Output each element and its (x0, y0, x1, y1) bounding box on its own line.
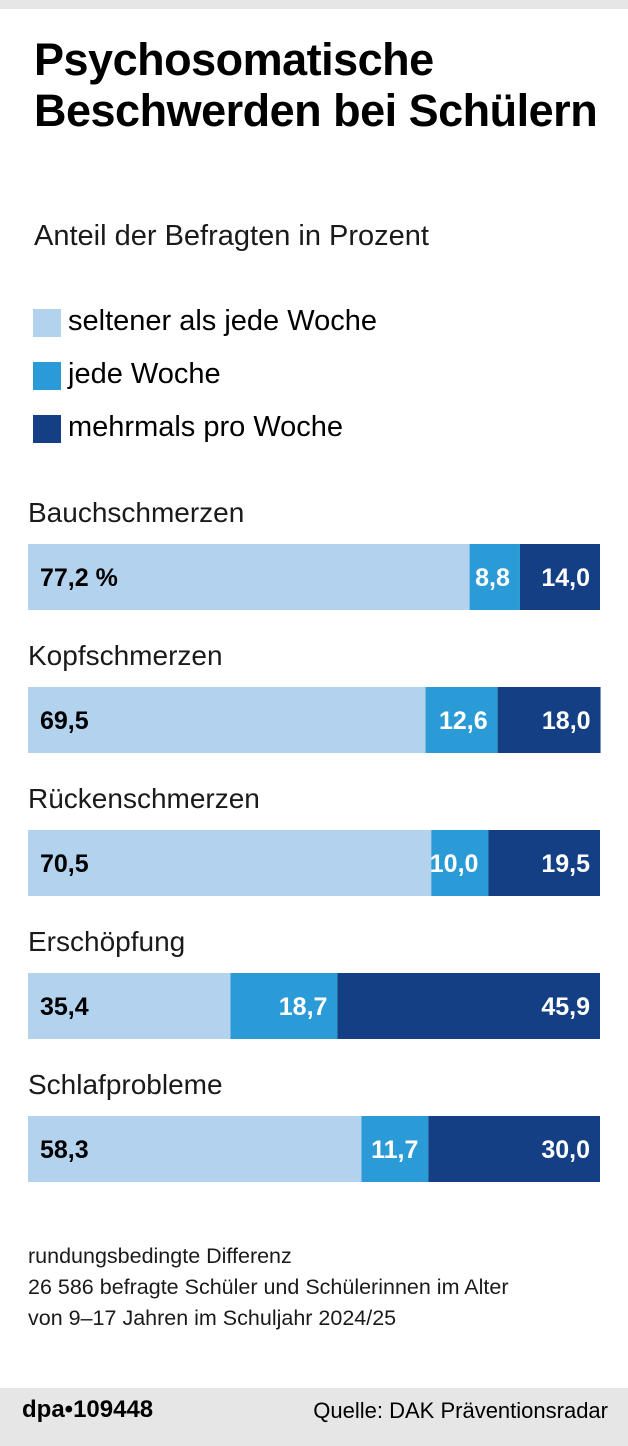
legend-swatch-jede-woche (33, 361, 61, 390)
value-label-rueckenschmerzen-seltener: 70,5 (40, 850, 89, 878)
value-label-bauchschmerzen-jede-woche: 8,8 (475, 564, 510, 592)
value-label-schlafprobleme-jede-woche: 11,7 (371, 1136, 418, 1164)
bar-segment-kopfschmerzen-mehrmals (497, 687, 601, 753)
bar-segment-bauchschmerzen-seltener (28, 544, 470, 610)
legend-swatch-mehrmals (33, 414, 61, 443)
value-label-schlafprobleme-mehrmals: 30,0 (541, 1136, 590, 1164)
bar-segment-erschoepfung-mehrmals (337, 973, 600, 1039)
bar-segment-erschoepfung-jede-woche (230, 973, 338, 1039)
footer-bar: dpa•109448 Quelle: DAK Präventionsradar (0, 1388, 628, 1446)
legend-label-mehrmals: mehrmals pro Woche (68, 410, 344, 443)
bar-segment-bauchschmerzen-mehrmals (519, 544, 600, 610)
value-label-bauchschmerzen-seltener: 77,2 % (40, 564, 118, 592)
value-label-kopfschmerzen-jede-woche: 12,6 (439, 707, 488, 735)
value-label-rueckenschmerzen-mehrmals: 19,5 (541, 850, 590, 878)
value-label-erschoepfung-seltener: 35,4 (40, 993, 89, 1021)
bar-segment-schlafprobleme-mehrmals (428, 1116, 600, 1182)
chart-svg: Bauchschmerzen 77,2 % 8,8 14,0 Kopfschmerzen… (28, 497, 601, 1182)
legend: seltener als jede Woche jede Woche mehrm… (33, 294, 377, 453)
legend-label-seltener: seltener als jede Woche (68, 304, 377, 337)
dpa-brand: dpa•109448 (22, 1396, 154, 1423)
value-label-kopfschmerzen-mehrmals: 18,0 (542, 707, 591, 735)
legend-item-seltener: seltener als jede Woche (33, 294, 377, 347)
bar-segment-erschoepfung-seltener (28, 973, 231, 1039)
bar-segment-schlafprobleme-jede-woche (361, 1116, 429, 1182)
category-label-kopfschmerzen: Kopfschmerzen (28, 640, 223, 671)
footnote-period: von 9–17 Jahren im Schuljahr 2024/25 (28, 1306, 397, 1330)
stacked-bar-chart: Bauchschmerzen 77,2 % 8,8 14,0 Kopfschmerzen… (28, 0, 601, 1200)
legend-item-jede-woche: jede Woche (33, 347, 377, 400)
bar-segment-kopfschmerzen-seltener (28, 687, 426, 753)
footnote-rounding: rundungsbedingte Differenz (28, 1244, 292, 1268)
value-label-bauchschmerzen-mehrmals: 14,0 (541, 564, 590, 592)
bar-segment-kopfschmerzen-jede-woche (425, 687, 498, 753)
top-strip (0, 0, 628, 9)
bar-segment-rueckenschmerzen-jede-woche (431, 830, 489, 896)
bar-segment-schlafprobleme-seltener (28, 1116, 362, 1182)
chart-subtitle: Anteil der Befragten in Prozent (34, 220, 429, 252)
legend-label-jede-woche: jede Woche (68, 357, 221, 390)
bar-segment-rueckenschmerzen-mehrmals (488, 830, 600, 896)
source-credit: Quelle: DAK Präventionsradar (313, 1398, 608, 1423)
bar-segment-rueckenschmerzen-seltener (28, 830, 432, 896)
value-label-erschoepfung-mehrmals: 45,9 (541, 993, 590, 1021)
category-label-schlafprobleme: Schlafprobleme (28, 1069, 223, 1100)
value-label-kopfschmerzen-seltener: 69,5 (40, 707, 89, 735)
category-label-erschoepfung: Erschöpfung (28, 926, 185, 957)
value-label-schlafprobleme-seltener: 58,3 (40, 1136, 89, 1164)
category-label-bauchschmerzen: Bauchschmerzen (28, 497, 244, 528)
bar-segment-bauchschmerzen-jede-woche (469, 544, 520, 610)
value-label-erschoepfung-jede-woche: 18,7 (279, 993, 328, 1021)
category-label-rueckenschmerzen: Rückenschmerzen (28, 783, 260, 814)
chart-title: Psychosomatische Beschwerden bei Schüler… (34, 34, 598, 136)
legend-swatch-seltener (33, 308, 61, 337)
legend-item-mehrmals: mehrmals pro Woche (33, 400, 377, 453)
footnote-sample: 26 586 befragte Schüler und Schülerinnen… (28, 1275, 509, 1299)
value-label-rueckenschmerzen-jede-woche: 10,0 (430, 850, 479, 878)
footnote: rundungsbedingte Differenz 26 586 befrag… (28, 1241, 618, 1334)
